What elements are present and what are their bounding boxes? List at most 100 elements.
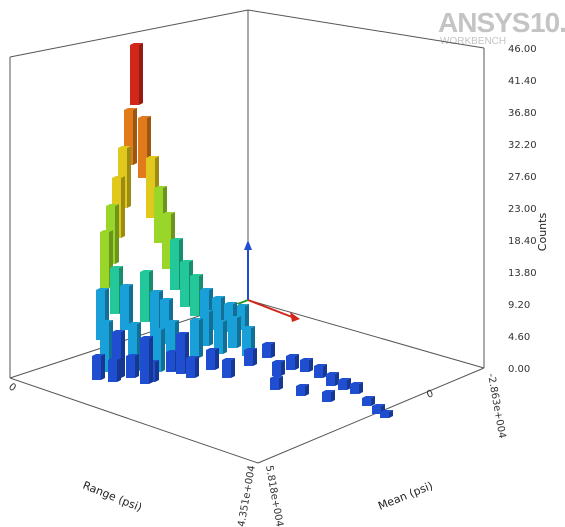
- frame-floor-front-left: [9, 377, 259, 464]
- bar-front-face: [146, 158, 155, 218]
- frame-floor-back-right: [247, 299, 485, 369]
- bar-side-face: [209, 310, 213, 346]
- range-tick-0: 0: [6, 381, 18, 394]
- bar-front-face: [338, 380, 347, 390]
- bar-top-face: [326, 372, 339, 374]
- bar-top-face: [112, 176, 125, 178]
- bar-front-face: [200, 312, 209, 346]
- bar-side-face: [295, 354, 299, 370]
- bar-front-face: [176, 334, 185, 374]
- bar-side-face: [245, 304, 249, 330]
- bar-side-face: [231, 358, 235, 378]
- bar-top-face: [160, 298, 173, 300]
- bar-top-face: [128, 322, 141, 324]
- bar-front-face: [120, 286, 129, 330]
- bar-top-face: [200, 288, 213, 290]
- bar-side-face: [359, 382, 363, 394]
- bar-top-face: [110, 266, 123, 268]
- mean-tick-0: 5.818e+004: [263, 465, 285, 527]
- histogram-bar: [228, 316, 241, 348]
- bar-top-face: [222, 358, 235, 360]
- bar-front-face: [214, 322, 223, 354]
- z-tick-label: 18.40: [508, 236, 537, 247]
- bar-top-face: [100, 320, 113, 322]
- bar-front-face: [112, 332, 121, 378]
- bar-front-face: [124, 110, 133, 165]
- bar-side-face: [117, 358, 121, 382]
- bar-front-face: [100, 232, 109, 288]
- bar-top-face: [224, 302, 237, 304]
- bar-top-face: [146, 156, 159, 158]
- histogram-bar: [112, 330, 125, 378]
- bar-side-face: [129, 284, 133, 330]
- bar-front-face: [314, 366, 323, 378]
- bar-top-face: [138, 116, 151, 118]
- bar-top-face: [186, 356, 199, 358]
- bar-front-face: [92, 356, 101, 380]
- bar-top-face: [152, 328, 165, 330]
- bar-side-face: [253, 348, 257, 366]
- bar-top-face: [270, 376, 283, 378]
- histogram-bar: [262, 342, 275, 358]
- bar-top-face: [150, 290, 163, 292]
- bar-side-face: [331, 390, 335, 402]
- histogram-bar: [140, 336, 153, 384]
- bar-front-face: [130, 45, 139, 105]
- bar-top-face: [140, 270, 153, 272]
- z-tick-label: 32.20: [508, 140, 537, 151]
- histogram-bar: [200, 310, 213, 346]
- bar-front-face: [150, 292, 159, 338]
- bar-side-face: [139, 43, 143, 105]
- bar-top-face: [100, 230, 113, 232]
- bar-top-face: [118, 146, 131, 148]
- bar-side-face: [135, 354, 139, 378]
- bar-front-face: [190, 276, 199, 316]
- bar-top-face: [180, 260, 193, 262]
- z-tick-label: 27.60: [508, 172, 537, 183]
- histogram-bar: [126, 354, 139, 378]
- bar-side-face: [389, 410, 393, 418]
- bar-side-face: [371, 396, 375, 406]
- bar-front-face: [286, 356, 295, 370]
- mean-axis-title: Mean (psi): [376, 479, 434, 513]
- bar-front-face: [212, 298, 221, 330]
- bar-front-face: [300, 360, 309, 372]
- bar-front-face: [228, 318, 237, 348]
- triad-vertical-arrowhead: [244, 240, 252, 250]
- bar-front-face: [186, 358, 195, 378]
- range-tick-1: 4.351e+004: [236, 465, 258, 527]
- frame-top-left: [9, 9, 249, 58]
- histogram-bar: [108, 358, 121, 382]
- z-tick-label: 0.00: [508, 364, 530, 375]
- bar-front-face: [162, 214, 171, 269]
- bar-top-face: [140, 336, 153, 338]
- bar-front-face: [110, 268, 119, 314]
- bar-side-face: [133, 108, 137, 165]
- bar-front-face: [262, 344, 271, 358]
- bar-side-face: [271, 342, 275, 358]
- bar-side-face: [101, 354, 105, 380]
- bar-top-face: [126, 354, 139, 356]
- ansys-logo: ANSYS 10.0 WORKBENCH: [438, 7, 565, 47]
- bar-top-face: [214, 320, 227, 322]
- histogram-bar: [120, 284, 133, 330]
- bar-front-face: [350, 384, 359, 394]
- z-axis-title: Counts: [536, 213, 549, 252]
- triad-depth-arrow: [237, 299, 249, 305]
- histogram-bar: [190, 318, 203, 358]
- bar-front-face: [166, 352, 175, 372]
- bar-front-face: [296, 386, 305, 396]
- bar-front-face: [128, 324, 137, 372]
- histogram-bar: [326, 372, 339, 386]
- bar-side-face: [237, 316, 241, 348]
- histogram-bar: [206, 348, 219, 370]
- bar-side-face: [121, 330, 125, 378]
- z-tick-label: 4.60: [508, 332, 530, 343]
- bar-front-face: [222, 360, 231, 378]
- bar-side-face: [223, 320, 227, 354]
- bar-side-face: [281, 360, 285, 376]
- bar-front-face: [166, 322, 175, 362]
- histogram-bar: [130, 43, 143, 105]
- histogram-bar: [322, 390, 335, 402]
- bar-top-face: [244, 348, 257, 350]
